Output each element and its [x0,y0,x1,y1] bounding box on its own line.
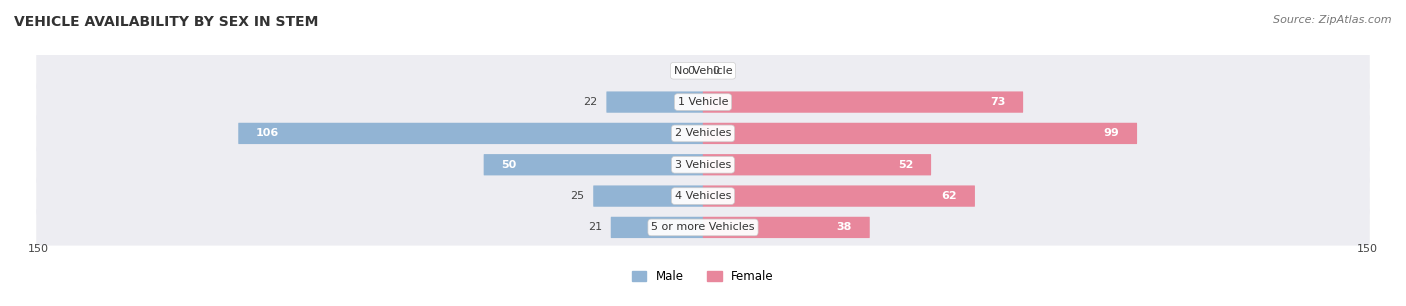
FancyBboxPatch shape [703,217,870,238]
Text: 50: 50 [502,160,516,170]
FancyBboxPatch shape [703,123,1137,144]
FancyBboxPatch shape [610,217,703,238]
Text: 150: 150 [28,244,49,254]
Text: 4 Vehicles: 4 Vehicles [675,191,731,201]
FancyBboxPatch shape [37,147,1369,183]
FancyBboxPatch shape [37,84,1369,120]
FancyBboxPatch shape [37,209,1369,246]
Text: 73: 73 [990,97,1005,107]
FancyBboxPatch shape [37,178,1369,214]
FancyBboxPatch shape [37,115,1369,151]
Text: 150: 150 [1357,244,1378,254]
Text: 1 Vehicle: 1 Vehicle [678,97,728,107]
Text: No Vehicle: No Vehicle [673,66,733,76]
Legend: Male, Female: Male, Female [627,266,779,288]
Text: 106: 106 [256,129,280,138]
Text: 52: 52 [898,160,914,170]
Text: 3 Vehicles: 3 Vehicles [675,160,731,170]
Text: 5 or more Vehicles: 5 or more Vehicles [651,222,755,233]
FancyBboxPatch shape [703,154,931,175]
Text: 62: 62 [942,191,957,201]
FancyBboxPatch shape [484,154,703,175]
Text: 38: 38 [837,222,852,233]
Text: 25: 25 [571,191,585,201]
Text: 0: 0 [711,66,718,76]
FancyBboxPatch shape [238,123,703,144]
FancyBboxPatch shape [703,91,1024,113]
Text: 21: 21 [588,222,602,233]
FancyBboxPatch shape [703,185,974,207]
FancyBboxPatch shape [593,185,703,207]
FancyBboxPatch shape [606,91,703,113]
Text: 99: 99 [1104,129,1119,138]
Text: 0: 0 [688,66,695,76]
Text: 2 Vehicles: 2 Vehicles [675,129,731,138]
Text: 22: 22 [583,97,598,107]
FancyBboxPatch shape [37,53,1369,89]
Text: VEHICLE AVAILABILITY BY SEX IN STEM: VEHICLE AVAILABILITY BY SEX IN STEM [14,15,318,29]
Text: Source: ZipAtlas.com: Source: ZipAtlas.com [1274,15,1392,25]
